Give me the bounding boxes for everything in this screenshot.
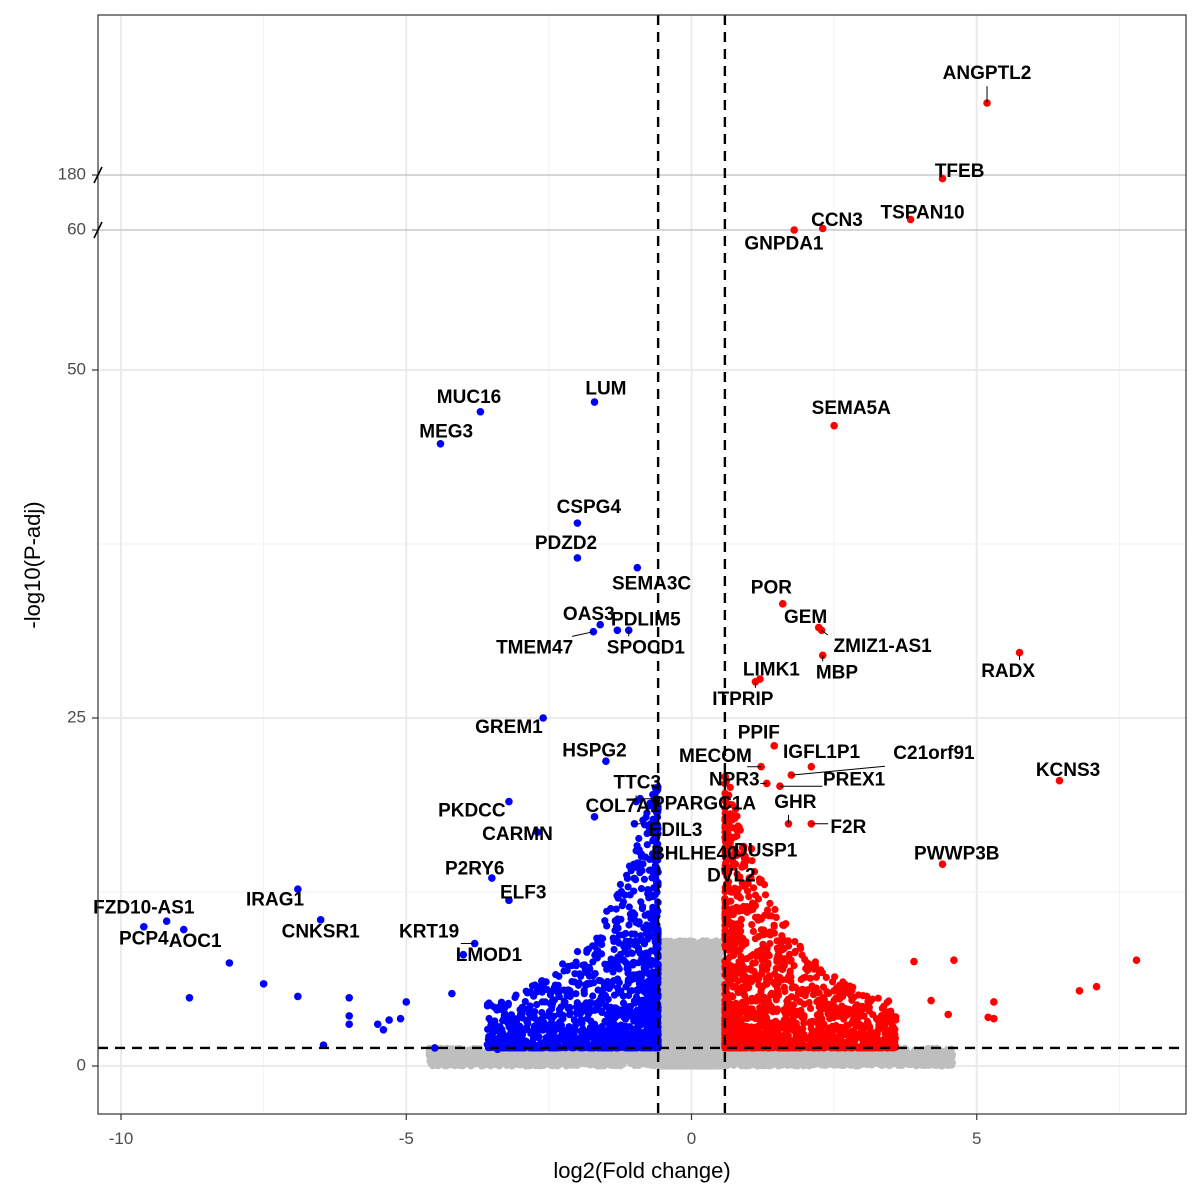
ns-point xyxy=(677,981,685,990)
ns-point xyxy=(681,966,689,974)
ns-point xyxy=(600,1051,608,1060)
ns-point xyxy=(696,968,704,976)
ns-point xyxy=(847,1052,855,1060)
ns-point xyxy=(910,1051,918,1059)
ns-point xyxy=(631,1054,639,1063)
ns-point xyxy=(504,1057,512,1065)
ns-point xyxy=(577,1052,586,1060)
ns-point xyxy=(904,1052,912,1060)
ns-point xyxy=(433,1059,441,1067)
ns-point xyxy=(607,1051,615,1059)
ns-point xyxy=(713,995,721,1003)
ns-point xyxy=(808,1055,816,1063)
ns-point xyxy=(699,955,708,963)
ns-point xyxy=(598,1059,606,1067)
ns-point xyxy=(671,1012,679,1021)
ns-point xyxy=(714,947,722,955)
ns-point xyxy=(677,998,685,1007)
ns-point xyxy=(697,992,705,1000)
ns-point xyxy=(700,977,709,985)
ns-point xyxy=(663,992,671,1000)
ns-point xyxy=(945,1049,953,1057)
grid xyxy=(98,15,1186,1114)
ns-point xyxy=(871,1056,879,1064)
ns-point xyxy=(776,1060,785,1069)
ns-point xyxy=(756,1051,764,1059)
ns-point xyxy=(531,1062,539,1070)
ns-point xyxy=(822,1061,830,1069)
ns-point xyxy=(692,980,700,989)
ns-point xyxy=(576,1060,584,1068)
ns-point xyxy=(689,1022,698,1030)
ns-point xyxy=(668,947,676,955)
ns-point xyxy=(642,1058,650,1066)
ns-point xyxy=(737,1052,745,1060)
ns-point xyxy=(824,1052,832,1060)
ns-point xyxy=(692,962,700,970)
ns-point xyxy=(588,1054,596,1062)
ns-point xyxy=(540,1054,548,1062)
ns-point xyxy=(711,980,719,988)
ns-point xyxy=(494,1057,502,1065)
ns-point xyxy=(694,946,702,954)
ns-point xyxy=(670,1054,678,1062)
ns-point xyxy=(710,1013,719,1021)
ns-point xyxy=(659,1060,667,1068)
ns-point xyxy=(538,1062,546,1070)
ns-point xyxy=(719,1062,727,1070)
ns-point xyxy=(767,1059,775,1067)
ns-point xyxy=(861,1057,869,1065)
ns-point xyxy=(457,1045,465,1053)
ns-point xyxy=(678,1021,686,1029)
ns-point xyxy=(915,1059,923,1067)
ns-point xyxy=(734,1058,742,1066)
ns-point xyxy=(896,1053,905,1061)
ns-point xyxy=(606,1061,614,1069)
ns-point xyxy=(713,1031,721,1039)
ns-point xyxy=(786,1061,795,1069)
ns-point xyxy=(676,937,684,945)
ns-point xyxy=(463,1056,471,1064)
ns-point xyxy=(557,1056,565,1064)
ns-point xyxy=(714,968,722,977)
ns-point xyxy=(703,1024,711,1032)
ns-point xyxy=(485,1054,493,1062)
ns-point xyxy=(816,1056,824,1065)
ns-point xyxy=(773,1051,781,1059)
ns-point xyxy=(614,1050,622,1058)
ns-point xyxy=(661,984,669,992)
ns-point xyxy=(947,1058,955,1066)
ns-point xyxy=(698,1018,706,1027)
ns-point xyxy=(690,1014,698,1023)
ns-point xyxy=(472,1052,480,1060)
ns-point xyxy=(703,938,711,946)
ns-point xyxy=(711,987,720,996)
ns-point xyxy=(660,1007,669,1015)
ns-point xyxy=(521,1052,529,1060)
ns-point xyxy=(672,1006,680,1014)
ns-point xyxy=(684,957,692,966)
ns-point xyxy=(726,1056,734,1064)
ns-point xyxy=(514,1054,522,1062)
ns-point xyxy=(680,1006,688,1014)
ns-point xyxy=(684,947,692,955)
ns-point xyxy=(686,937,694,945)
ns-point xyxy=(927,1055,935,1063)
ns-point xyxy=(704,1061,713,1069)
ns-point xyxy=(714,958,723,966)
ns-point xyxy=(549,1053,558,1061)
ns-point xyxy=(665,1062,673,1070)
ns-point xyxy=(702,998,710,1006)
ns-point xyxy=(671,954,680,962)
ns-point xyxy=(697,1031,705,1039)
ns-point xyxy=(682,1029,690,1037)
ns-point xyxy=(795,1058,803,1066)
ns-point xyxy=(690,997,698,1005)
ns-point xyxy=(664,978,672,986)
